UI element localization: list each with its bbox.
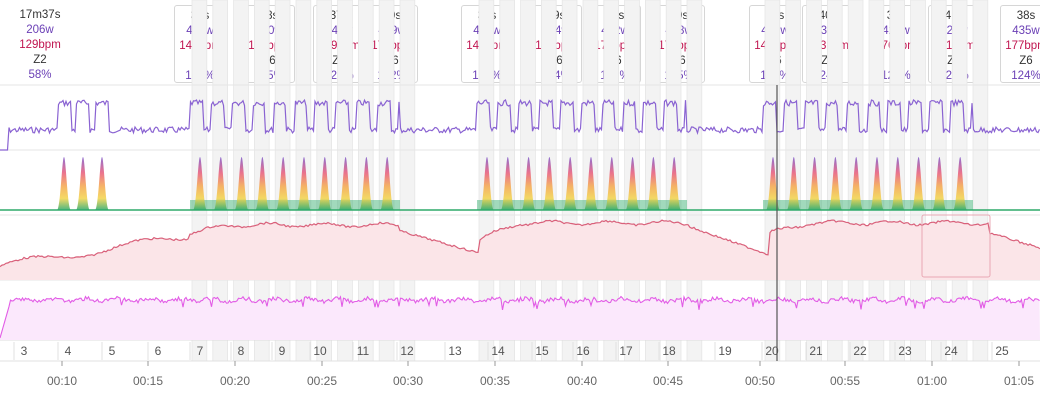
lap-number[interactable]: 4 <box>65 344 72 358</box>
lap-number[interactable]: 8 <box>238 344 245 358</box>
lap-number[interactable]: 25 <box>995 344 1009 358</box>
zone-peak <box>213 157 228 210</box>
zone-peak <box>76 157 90 210</box>
zone-peak <box>480 157 494 210</box>
lap-zone: Z6 <box>1019 55 1033 67</box>
lap-percent: 124% <box>1011 70 1040 82</box>
zone-peak <box>500 157 515 210</box>
time-tick-label: 01:00 <box>917 374 947 388</box>
cadence-line <box>0 295 1040 339</box>
zone-peak <box>828 157 843 210</box>
zone-base-band <box>763 200 973 210</box>
lap-watts: 435w <box>1012 25 1040 37</box>
zone-peak <box>584 157 598 210</box>
zone-peak <box>890 157 905 210</box>
zone-peak <box>667 157 682 210</box>
lap-heart-rate: 177bpm <box>1005 40 1040 52</box>
lap-number[interactable]: 11 <box>357 344 370 358</box>
summary-zone: Z2 <box>33 54 47 66</box>
zone-peak <box>870 157 884 210</box>
lap-number[interactable]: 18 <box>662 344 676 358</box>
time-tick-label: 00:25 <box>307 374 337 388</box>
lap-number[interactable]: 17 <box>619 344 633 358</box>
lap-box[interactable]: 38s 435w 177bpm Z6 124% <box>1000 5 1040 83</box>
zone-peak <box>563 157 578 210</box>
time-tick-label: 00:10 <box>47 374 77 388</box>
time-tick-label: 01:05 <box>1004 374 1034 388</box>
lap-number[interactable]: 22 <box>853 344 867 358</box>
zone-peak <box>255 157 270 210</box>
lap-number[interactable]: 21 <box>809 344 823 358</box>
selection-summary: 17m37s 206w 129bpm Z2 58% <box>0 5 80 83</box>
zone-peak <box>234 157 249 210</box>
summary-heart-rate: 129bpm <box>19 39 61 51</box>
zone-peak <box>932 157 947 210</box>
lap-number[interactable]: 24 <box>944 344 958 358</box>
zone-base-band <box>190 200 400 210</box>
zone-peak <box>338 157 353 210</box>
zone-peak <box>276 157 291 210</box>
lap-number[interactable]: 14 <box>491 344 505 358</box>
lap-number[interactable]: 6 <box>155 344 162 358</box>
lap-number[interactable]: 3 <box>21 344 28 358</box>
zone-peak <box>317 157 332 210</box>
time-tick-label: 00:50 <box>745 374 775 388</box>
time-tick-label: 00:30 <box>393 374 423 388</box>
zone-peak <box>849 157 864 210</box>
time-axis: 00:10 00:15 00:20 00:25 00:30 00:35 00:40 00:45… <box>47 361 1034 388</box>
summary-percent: 58% <box>28 69 52 81</box>
time-tick-label: 00:45 <box>653 374 683 388</box>
zone-peak <box>95 157 109 210</box>
lap-number[interactable]: 19 <box>718 344 732 358</box>
time-tick-label: 00:40 <box>567 374 597 388</box>
lap-number[interactable]: 16 <box>576 344 590 358</box>
zone-peak <box>193 157 207 210</box>
zone-peaks-track <box>0 157 1040 211</box>
zone-peak <box>380 157 395 210</box>
zone-peak <box>57 157 71 210</box>
zone-peak <box>807 157 822 210</box>
lap-number[interactable]: 5 <box>109 344 116 358</box>
time-tick-label: 00:20 <box>220 374 250 388</box>
zone-peak <box>953 157 968 210</box>
zone-base-band <box>477 200 687 210</box>
power-line <box>0 98 1040 151</box>
lap-duration: 38s <box>1016 10 1036 22</box>
lap-number-row: 3 4 5 6 7 8 9 10 11 12 13 14 15 16 17 18 19 20 21 22 23 24 25 <box>13 342 1009 360</box>
lap-number[interactable]: 13 <box>448 344 462 358</box>
zone-peak <box>359 157 374 210</box>
time-tick-label: 00:15 <box>133 374 163 388</box>
cadence-area <box>0 296 1040 340</box>
heart-rate-area <box>0 220 1040 280</box>
time-tick-label: 00:55 <box>830 374 860 388</box>
zone-peak <box>297 157 311 210</box>
hover-highlight <box>921 214 991 278</box>
zone-peak <box>542 157 557 210</box>
lap-number[interactable]: 23 <box>898 344 912 358</box>
lap-number[interactable]: 20 <box>765 344 779 358</box>
zone-peak <box>521 157 536 210</box>
time-tick-label: 00:35 <box>480 374 510 388</box>
zone-peak <box>646 157 661 210</box>
lap-number[interactable]: 15 <box>535 344 549 358</box>
lap-number[interactable]: 12 <box>400 344 414 358</box>
zone-peak <box>911 157 926 210</box>
zone-peak <box>625 157 640 210</box>
lap-number[interactable]: 10 <box>313 344 327 358</box>
zone-peak <box>786 157 801 210</box>
lap-number[interactable]: 7 <box>197 344 204 358</box>
summary-watts: 206w <box>26 24 54 36</box>
summary-duration: 17m37s <box>19 9 61 21</box>
lap-number[interactable]: 9 <box>279 344 286 358</box>
heart-rate-line <box>0 219 1040 268</box>
zone-peak <box>604 157 619 210</box>
